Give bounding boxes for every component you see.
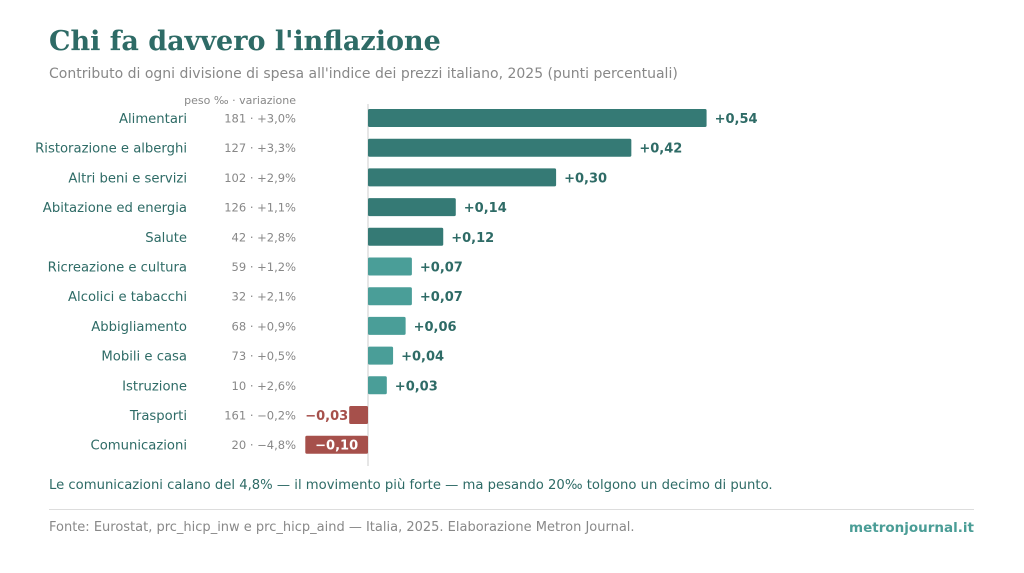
row-note: 32 · +2,1% (232, 290, 297, 304)
value-label: +0,54 (715, 112, 758, 127)
bar-chart: peso ‰ · variazione Alimentari 181 · +3,0… (35, 94, 758, 466)
bar-row: Abbigliamento 68 · +0,9% +0,06 (91, 316, 457, 335)
row-note: 181 · +3,0% (224, 112, 296, 126)
row-note: 126 · +1,1% (224, 201, 296, 215)
category-label: Abbigliamento (91, 320, 187, 335)
column-header: peso ‰ · variazione (184, 94, 296, 107)
row-note: 161 · −0,2% (224, 409, 296, 423)
bar (368, 168, 557, 187)
category-label: Ricreazione e cultura (48, 261, 187, 276)
bar (368, 227, 444, 246)
bar (368, 109, 707, 127)
category-label: Alimentari (119, 112, 187, 127)
source-note: Fonte: Eurostat, prc_hicp_inw e prc_hicp… (49, 520, 635, 535)
row-note: 127 · +3,3% (224, 141, 296, 155)
bar-row: Istruzione 10 · +2,6% +0,03 (122, 376, 438, 395)
category-label: Salute (145, 231, 187, 246)
bar (368, 287, 412, 306)
category-label: Comunicazioni (90, 439, 187, 454)
value-label: +0,12 (451, 231, 494, 246)
footer-divider (49, 509, 974, 510)
bar-row: Salute 42 · +2,8% +0,12 (145, 227, 494, 246)
bar (368, 138, 632, 157)
bar-row: Abitazione ed energia 126 · +1,1% +0,14 (43, 198, 507, 217)
bar (368, 198, 456, 217)
value-label: +0,30 (564, 171, 607, 186)
bar (368, 376, 387, 395)
bar (368, 257, 412, 276)
callout-note: Le comunicazioni calano del 4,8% — il mo… (49, 478, 773, 493)
row-note: 20 · −4,8% (232, 438, 297, 452)
bar-row: Ricreazione e cultura 59 · +1,2% +0,07 (48, 257, 463, 276)
bar-row: Mobili e casa 73 · +0,5% +0,04 (101, 346, 444, 365)
value-label: +0,06 (414, 320, 457, 335)
category-label: Alcolici e tabacchi (68, 290, 187, 305)
bar-row: Alcolici e tabacchi 32 · +2,1% +0,07 (68, 287, 463, 306)
value-label: +0,04 (401, 350, 444, 365)
chart-subtitle: Contributo di ogni divisione di spesa al… (49, 66, 678, 82)
bar (368, 346, 394, 365)
brand-link[interactable]: metronjournal.it (849, 520, 974, 536)
category-label: Trasporti (129, 409, 187, 424)
value-label: +0,14 (464, 201, 507, 216)
bar-row: Altri beni e servizi 102 · +2,9% +0,30 (68, 168, 607, 187)
value-label: −0,03 (305, 409, 348, 424)
value-label: +0,07 (420, 261, 463, 276)
value-label: +0,07 (420, 290, 463, 305)
row-note: 10 · +2,6% (232, 379, 297, 393)
row-note: 73 · +0,5% (232, 349, 297, 363)
row-note: 102 · +2,9% (224, 171, 296, 185)
category-label: Altri beni e servizi (68, 171, 187, 186)
category-label: Ristorazione e alberghi (35, 142, 187, 157)
bar-row: Trasporti 161 · −0,2% −0,03 (129, 406, 368, 424)
row-note: 59 · +1,2% (232, 260, 297, 274)
bar (349, 406, 368, 424)
value-label: +0,42 (639, 142, 682, 157)
category-label: Istruzione (122, 379, 187, 394)
bar (368, 316, 406, 335)
chart-title: Chi fa davvero l'inflazione (49, 26, 441, 57)
category-label: Mobili e casa (101, 350, 187, 365)
bar-row: Ristorazione e alberghi 127 · +3,3% +0,42 (35, 138, 682, 157)
row-note: 42 · +2,8% (232, 230, 297, 244)
bar-row: Comunicazioni 20 · −4,8% −0,10 (90, 435, 368, 454)
value-label: +0,03 (395, 379, 438, 394)
value-label: −0,10 (315, 439, 358, 454)
category-label: Abitazione ed energia (43, 201, 187, 216)
row-note: 68 · +0,9% (232, 319, 297, 333)
bar-row: Alimentari 181 · +3,0% +0,54 (119, 109, 758, 127)
bar (305, 435, 368, 454)
bar-rows: Alimentari 181 · +3,0% +0,54 Ristorazione e… (35, 109, 758, 454)
